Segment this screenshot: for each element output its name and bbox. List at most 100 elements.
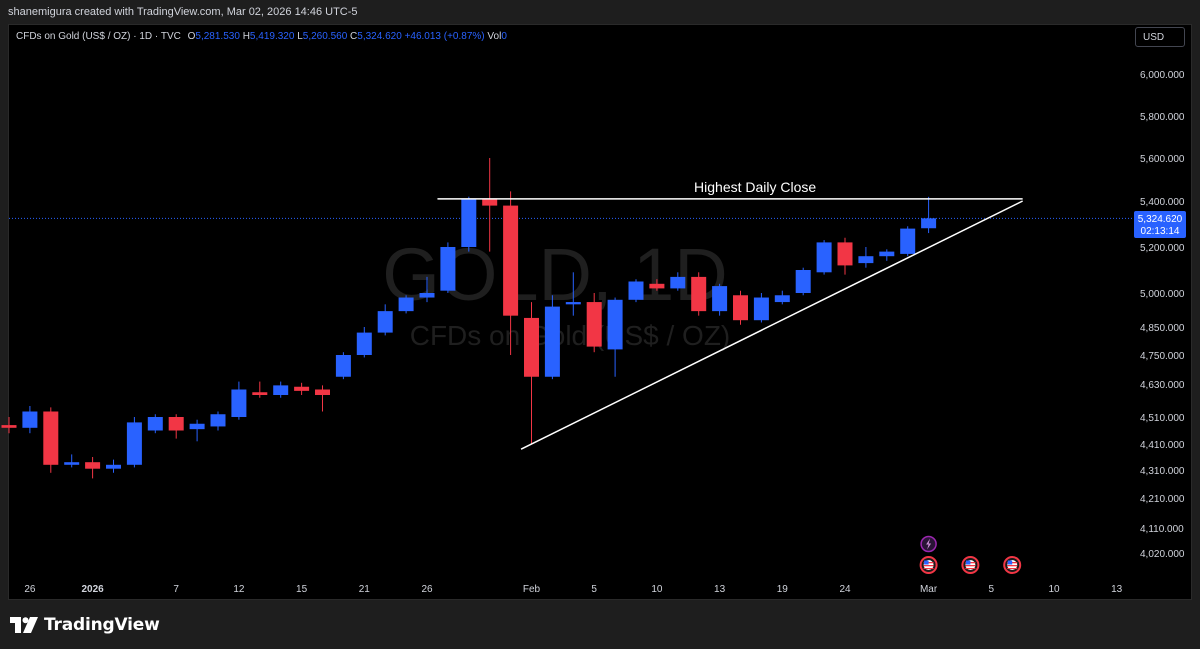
candle-body <box>419 293 435 298</box>
candle <box>503 191 519 355</box>
current-price-tag: 5,324.620 02:13:14 <box>1134 211 1186 238</box>
candle-body <box>607 299 623 350</box>
candle-body <box>774 295 790 303</box>
candle <box>64 454 80 468</box>
us-flag-icon[interactable] <box>961 556 980 574</box>
legend-high: 5,419.320 <box>249 31 295 42</box>
tradingview-logo[interactable]: TradingView <box>10 613 160 637</box>
candle-body <box>64 462 80 465</box>
legend-symbol: CFDs on Gold (US$ / OZ) · 1D · TVC <box>16 31 181 42</box>
time-axis-label: 10 <box>1048 584 1060 595</box>
candle-body <box>106 464 121 469</box>
symbol-legend: CFDs on Gold (US$ / OZ) · 1D · TVC O5,28… <box>16 31 507 42</box>
watermark-ticker: GOLD, 1D <box>382 233 727 316</box>
candle-body <box>858 256 874 264</box>
price-axis-label: 4,410.000 <box>1140 440 1185 451</box>
price-axis-label: 4,020.000 <box>1140 549 1185 560</box>
candle-body <box>649 283 665 289</box>
candle <box>168 414 184 439</box>
watermark: GOLD, 1D CFDs on Gold (US$ / OZ) <box>382 233 730 351</box>
price-axis-label: 4,850.000 <box>1140 323 1185 334</box>
candle-body <box>816 242 832 273</box>
candle <box>210 411 226 431</box>
candle-body <box>294 386 310 391</box>
candle <box>440 242 456 293</box>
candle <box>231 381 247 420</box>
candle <box>147 414 163 434</box>
time-axis[interactable]: 26 2026 7 12 15 21 26 Feb 5 10 13 19 24 Mar 5 10 13 <box>24 584 1122 595</box>
candle <box>419 276 435 303</box>
candle <box>398 295 414 314</box>
candle-body <box>22 411 38 428</box>
candle <box>43 407 59 473</box>
legend-close-label: C <box>350 31 358 42</box>
currency-button[interactable]: USD <box>1135 27 1185 47</box>
event-markers <box>919 535 1022 574</box>
candle-body <box>461 198 477 247</box>
bottom-bar <box>0 600 1200 649</box>
highest-close-label: Highest Daily Close <box>694 179 816 195</box>
candle <box>294 382 310 395</box>
us-flag-icon[interactable] <box>1003 556 1022 574</box>
candle-body <box>921 218 937 229</box>
candle <box>1 417 17 434</box>
candle <box>900 226 916 257</box>
candle <box>795 267 811 296</box>
candle <box>816 240 832 275</box>
candle <box>335 352 351 380</box>
time-axis-label: 7 <box>173 584 179 595</box>
candle <box>126 417 142 468</box>
support-trendline[interactable] <box>520 200 1023 450</box>
candle <box>649 279 665 291</box>
candle-body <box>524 317 539 377</box>
candle <box>106 459 121 473</box>
current-price-value: 5,324.620 <box>1138 214 1183 225</box>
candle <box>544 295 560 380</box>
candle-body <box>210 414 226 427</box>
candle <box>670 272 686 291</box>
time-axis-label: 13 <box>1111 584 1123 595</box>
candle-body <box>628 281 644 300</box>
time-axis-label: 10 <box>651 584 663 595</box>
current-price-countdown: 02:13:14 <box>1141 226 1180 237</box>
candle-body <box>544 306 560 377</box>
lightning-icon[interactable] <box>920 535 937 553</box>
candle-body <box>356 332 372 355</box>
candle <box>524 302 539 444</box>
price-axis-label: 4,510.000 <box>1140 413 1185 424</box>
candle-body <box>900 228 916 254</box>
time-axis-label: 26 <box>421 584 433 595</box>
candle-body <box>837 242 853 266</box>
candle-body <box>691 276 707 312</box>
candle <box>733 290 748 325</box>
time-axis-label: 13 <box>714 584 726 595</box>
candle <box>22 406 38 434</box>
candle-body <box>126 422 142 465</box>
top-bar: shanemigura created with TradingView.com… <box>0 0 1200 24</box>
price-axis-label: 4,310.000 <box>1140 466 1185 477</box>
candle <box>858 247 874 268</box>
candle-body <box>398 297 414 312</box>
price-axis[interactable]: 6,000.000 5,800.000 5,600.000 5,400.000 5,20… <box>1140 70 1185 560</box>
legend-close: 5,324.620 <box>357 31 402 42</box>
us-flag-icon[interactable] <box>919 556 938 574</box>
price-axis-label: 4,750.000 <box>1140 351 1185 362</box>
time-axis-label: 5 <box>989 584 995 595</box>
candle <box>628 279 644 303</box>
candle-body <box>482 198 498 206</box>
candle <box>837 237 853 275</box>
candle <box>356 327 372 358</box>
candle-body <box>733 295 748 321</box>
time-axis-label: Feb <box>523 584 541 595</box>
legend-high-label: H <box>242 31 250 42</box>
candle <box>712 283 728 316</box>
time-axis-label: 2026 <box>81 584 104 595</box>
candle-body <box>879 251 895 257</box>
watermark-name: CFDs on Gold (US$ / OZ) <box>410 320 731 351</box>
candle-body <box>43 411 59 465</box>
candle <box>691 272 707 316</box>
legend-low: 5,260.560 <box>302 31 348 42</box>
legend-open: 5,281.530 <box>195 31 240 42</box>
price-axis-label: 5,800.000 <box>1140 112 1185 123</box>
